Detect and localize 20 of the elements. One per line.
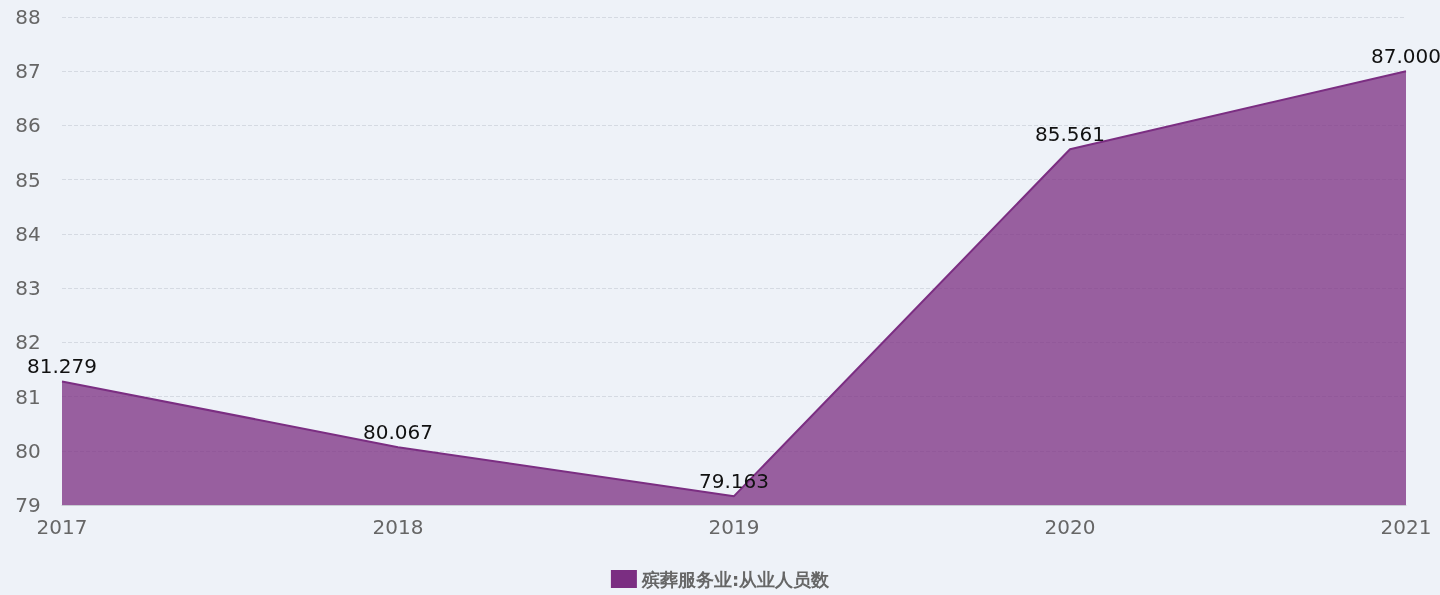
y-tick-label: 83 [15, 276, 41, 301]
y-tick-label: 88 [15, 5, 41, 29]
x-tick-label: 2019 [708, 515, 760, 539]
x-tick-label: 2017 [36, 515, 88, 539]
data-label: 85.561 [1035, 122, 1105, 147]
x-tick-label: 2021 [1380, 515, 1432, 539]
data-label: 80.067 [363, 420, 433, 445]
x-tick-label: 2018 [372, 515, 424, 539]
y-tick-label: 80 [15, 438, 41, 463]
x-tick-label: 2020 [1044, 515, 1096, 539]
y-tick-label: 86 [15, 113, 41, 138]
legend-label: 殡葬服务业:从业人员数 [640, 568, 831, 590]
data-label: 87.000 [1371, 44, 1440, 69]
y-tick-label: 87 [15, 59, 41, 84]
y-tick-label: 79 [15, 493, 41, 517]
y-tick-label: 85 [15, 167, 41, 192]
y-tick-label: 81 [15, 384, 41, 409]
y-tick-label: 82 [15, 330, 41, 355]
y-tick-label: 84 [15, 221, 41, 246]
data-label: 81.279 [27, 354, 97, 379]
